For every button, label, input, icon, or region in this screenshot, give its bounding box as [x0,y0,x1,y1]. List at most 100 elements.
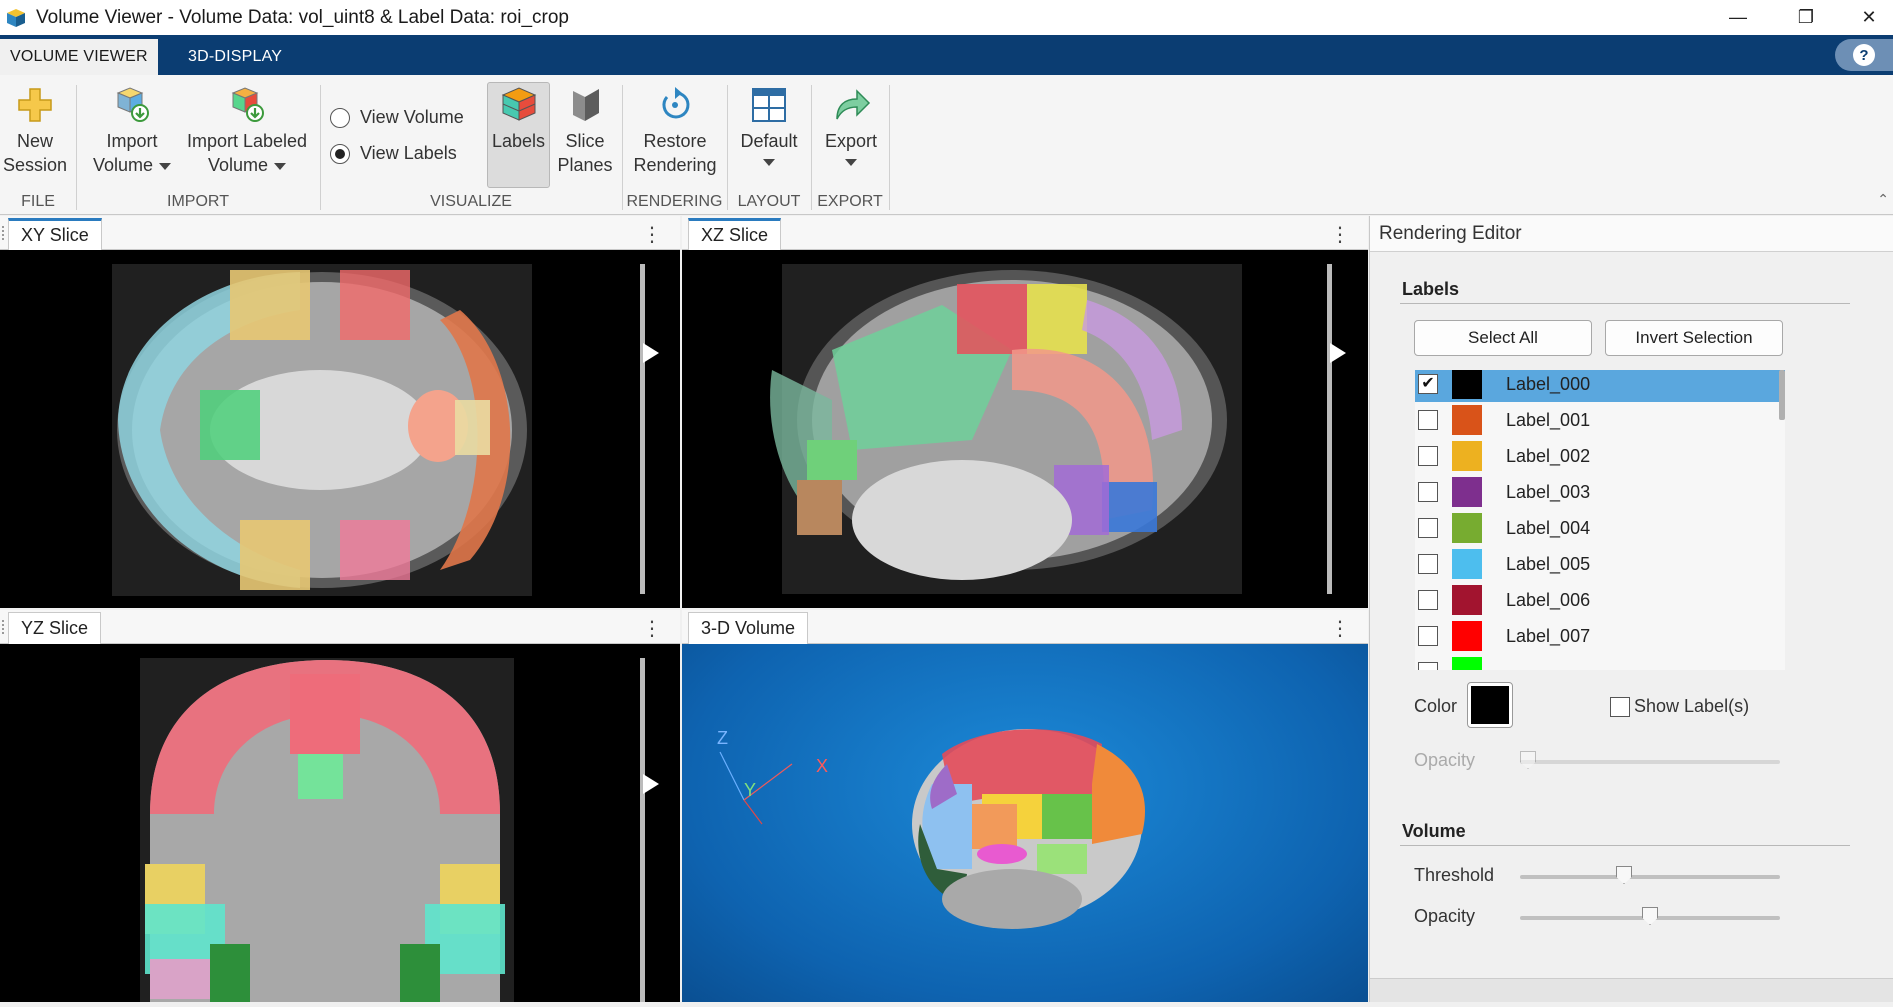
restore-rendering-button[interactable]: Restore Rendering [632,85,718,177]
label-list[interactable]: Label_007 Label_006 Label_005 Label_004 Labe… [1415,370,1785,670]
label-list-item[interactable]: Label_004 [1415,510,1785,546]
label-list-item[interactable]: Label_007 [1415,618,1785,654]
label-visibility-checkbox[interactable] [1418,662,1438,670]
show-labels-checkbox[interactable]: Show Label(s) [1610,696,1749,717]
show-labels-label: Show Label(s) [1634,696,1750,716]
checkbox [1610,696,1630,717]
label-name: Label_006 [1506,589,1591,610]
label-visibility-checkbox[interactable] [1418,482,1438,502]
more-options-icon[interactable]: ⋮ [642,618,662,640]
label-visibility-checkbox[interactable] [1418,554,1438,574]
chevron-down-icon [159,162,172,170]
more-options-icon[interactable]: ⋮ [642,224,662,246]
label-color-swatch [1452,585,1482,615]
close-button[interactable]: ✕ [1861,7,1877,27]
more-options-icon[interactable]: ⋮ [1330,224,1350,246]
label-color-swatch [1452,477,1482,507]
separator [76,85,77,210]
restore-rendering-label-2: Rendering [633,155,717,175]
label-name: Label_004 [1506,517,1591,538]
drag-handle-icon[interactable] [2,226,8,240]
label-name: Label_005 [1506,553,1591,574]
label-color-swatch [1452,370,1482,399]
tab-xy-slice[interactable]: XY Slice [8,218,102,250]
threshold-thumb[interactable] [1616,866,1632,884]
more-options-icon[interactable]: ⋮ [1330,618,1350,640]
view-labels-label: View Labels [360,143,457,163]
axis-z-label: Z [717,728,728,748]
label-list-item[interactable]: Label_003 [1415,474,1785,510]
labels-button[interactable]: Labels [487,85,550,153]
label-list-item[interactable]: Label_005 [1415,546,1785,582]
divider [1400,845,1850,846]
xy-slice-image [112,264,659,596]
drag-handle-icon[interactable] [2,620,8,634]
chevron-down-icon [763,159,775,166]
3d-volume-view[interactable]: Z Y X [682,644,1368,1002]
label-visibility-checkbox[interactable] [1418,446,1438,466]
xz-slice-image [770,264,1346,594]
tab-yz-slice[interactable]: YZ Slice [8,612,102,644]
label-visibility-checkbox[interactable] [1418,410,1438,430]
default-layout-button[interactable]: Default [736,85,802,166]
ribbon-tabs: VOLUME VIEWER 3D-DISPLAY ? [0,35,1893,75]
label-name: Label_003 [1506,481,1591,502]
import-volume-button[interactable]: Import Volume [86,85,178,177]
view-volume-radio[interactable]: View Volume [330,107,464,128]
select-all-button[interactable]: Select All [1414,320,1592,356]
yz-slice-view[interactable] [0,644,680,1002]
volume-opacity-thumb[interactable] [1642,907,1658,925]
xz-panel-header: XZ Slice ⋮ [682,216,1368,250]
axis-x-label: X [816,756,829,776]
radio-circle [330,107,350,128]
slice-planes-label-2: Planes [557,155,613,175]
label-opacity-slider[interactable] [1520,760,1780,764]
tab-3d-display[interactable]: 3D-DISPLAY [188,48,283,65]
tab-volume-viewer[interactable]: VOLUME VIEWER [0,39,158,75]
label-list-item[interactable]: Label_002 [1415,438,1785,474]
label-list-item[interactable]: Label_001 [1415,402,1785,438]
label-list-item[interactable] [1415,654,1785,670]
import-labeled-label-2: Volume [207,155,269,175]
group-label-layout: LAYOUT [737,193,801,210]
tab-xz-slice[interactable]: XZ Slice [688,218,782,250]
window-title: Volume Viewer - Volume Data: vol_uint8 &… [36,6,570,28]
list-scrollbar[interactable] [1779,370,1785,420]
help-button[interactable]: ? [1835,39,1893,71]
tab-3d-volume[interactable]: 3-D Volume [688,612,809,644]
label-visibility-checkbox[interactable] [1418,626,1438,646]
layout-grid-icon [752,88,786,122]
new-session-button[interactable]: New Session [3,85,67,177]
3d-brain-render [719,729,1145,929]
minimize-button[interactable]: — [1729,7,1747,27]
separator [320,85,321,210]
label-opacity-label: Opacity [1414,750,1476,770]
slice-planes-button[interactable]: Slice Planes [555,85,615,177]
color-picker-button[interactable] [1467,682,1513,728]
invert-selection-button[interactable]: Invert Selection [1605,320,1783,356]
radio-circle-checked [330,143,350,164]
label-list-item[interactable]: ✔ Label_000 [1415,370,1785,402]
label-list-item[interactable]: Label_006 [1415,582,1785,618]
export-button[interactable]: Export [818,85,884,166]
xy-panel-header: XY Slice ⋮ [0,216,680,250]
divider [1400,303,1850,304]
color-swatch [1471,686,1509,724]
separator [727,85,728,210]
import-labeled-volume-button[interactable]: Import Labeled Volume [184,85,310,177]
label-opacity-thumb[interactable] [1520,751,1536,769]
collapse-toolstrip-icon[interactable]: ⌃ [1877,191,1889,207]
label-color-swatch [1452,513,1482,543]
restore-button[interactable]: ❐ [1797,7,1815,27]
separator [811,85,812,210]
label-visibility-checkbox[interactable]: ✔ [1418,374,1438,394]
xy-slice-view[interactable] [0,250,680,608]
view-labels-radio[interactable]: View Labels [330,143,457,164]
label-visibility-checkbox[interactable] [1418,518,1438,538]
label-color-swatch [1452,405,1482,435]
axis-y-label: Y [744,780,757,800]
xz-slice-view[interactable] [682,250,1368,608]
label-visibility-checkbox[interactable] [1418,590,1438,610]
volume-section-title: Volume [1402,821,1466,841]
threshold-slider[interactable] [1520,875,1780,879]
